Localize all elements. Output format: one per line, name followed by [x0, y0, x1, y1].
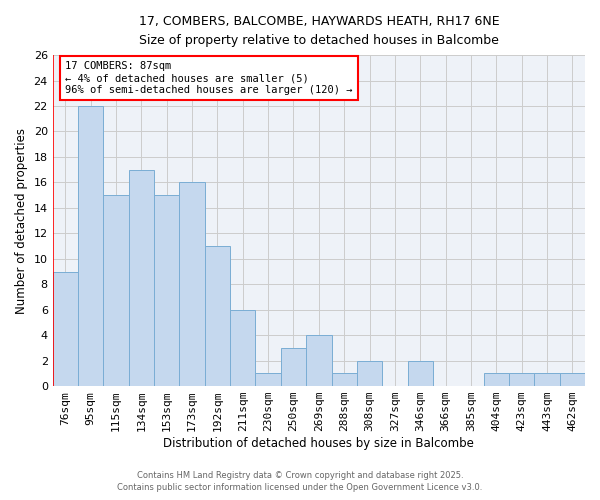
Bar — [256, 374, 281, 386]
X-axis label: Distribution of detached houses by size in Balcombe: Distribution of detached houses by size … — [163, 437, 474, 450]
Bar — [230, 310, 256, 386]
Bar — [560, 374, 585, 386]
Title: 17, COMBERS, BALCOMBE, HAYWARDS HEATH, RH17 6NE
Size of property relative to det: 17, COMBERS, BALCOMBE, HAYWARDS HEATH, R… — [139, 15, 499, 47]
Bar — [179, 182, 205, 386]
Bar — [205, 246, 230, 386]
Bar — [509, 374, 535, 386]
Bar — [103, 195, 129, 386]
Bar — [484, 374, 509, 386]
Bar — [535, 374, 560, 386]
Bar — [129, 170, 154, 386]
Bar — [407, 360, 433, 386]
Bar — [281, 348, 306, 386]
Bar — [332, 374, 357, 386]
Bar — [53, 272, 78, 386]
Bar — [357, 360, 382, 386]
Y-axis label: Number of detached properties: Number of detached properties — [15, 128, 28, 314]
Text: 17 COMBERS: 87sqm
← 4% of detached houses are smaller (5)
96% of semi-detached h: 17 COMBERS: 87sqm ← 4% of detached house… — [65, 62, 353, 94]
Bar — [154, 195, 179, 386]
Bar — [306, 335, 332, 386]
Text: Contains HM Land Registry data © Crown copyright and database right 2025.
Contai: Contains HM Land Registry data © Crown c… — [118, 471, 482, 492]
Bar — [78, 106, 103, 386]
